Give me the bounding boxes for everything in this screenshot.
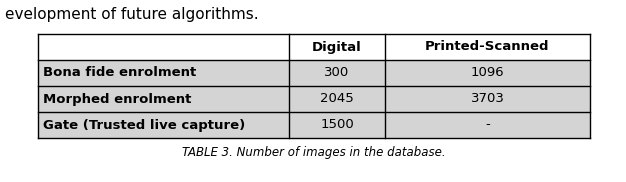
Text: Digital: Digital <box>312 41 362 54</box>
Text: Bona fide enrolment: Bona fide enrolment <box>43 66 196 80</box>
Bar <box>38 86 289 112</box>
Bar <box>385 60 590 86</box>
Bar <box>385 86 590 112</box>
Text: 300: 300 <box>324 66 350 80</box>
Text: 2045: 2045 <box>320 92 354 106</box>
Text: -: - <box>485 118 490 132</box>
Bar <box>38 60 289 86</box>
Bar <box>38 34 289 60</box>
Text: Morphed enrolment: Morphed enrolment <box>43 92 192 106</box>
Bar <box>385 112 590 138</box>
Text: 1096: 1096 <box>471 66 505 80</box>
Bar <box>385 34 590 60</box>
Text: Printed-Scanned: Printed-Scanned <box>425 41 550 54</box>
Text: 1500: 1500 <box>320 118 354 132</box>
Bar <box>289 34 385 60</box>
Bar <box>289 60 385 86</box>
Bar <box>38 112 289 138</box>
Text: TABLE 3. Number of images in the database.: TABLE 3. Number of images in the databas… <box>182 146 446 159</box>
Text: 3703: 3703 <box>471 92 505 106</box>
Text: evelopment of future algorithms.: evelopment of future algorithms. <box>5 7 259 22</box>
Bar <box>289 112 385 138</box>
Bar <box>289 86 385 112</box>
Text: Gate (Trusted live capture): Gate (Trusted live capture) <box>43 118 245 132</box>
